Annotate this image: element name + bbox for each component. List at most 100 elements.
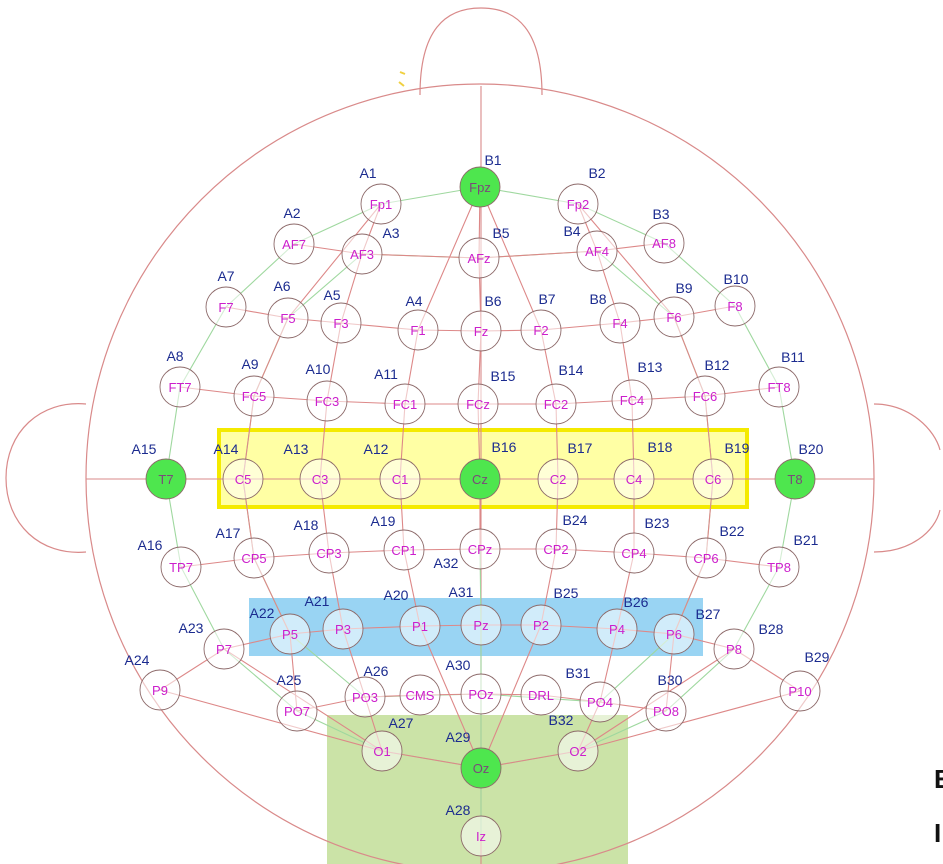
electrode-label: FT7 <box>168 380 191 395</box>
electrode-label: Pz <box>473 618 488 633</box>
electrode-label: C2 <box>550 472 567 487</box>
electrode-f6: F6 B9 <box>653 280 695 338</box>
electrode-label: T7 <box>158 472 173 487</box>
electrode-t8: T8 B20 <box>774 441 824 500</box>
channel-label: A5 <box>323 287 340 303</box>
channel-label: B7 <box>538 291 555 307</box>
electrode-fp1: Fp1 A1 <box>359 165 402 225</box>
electrode-circle <box>458 237 500 279</box>
channel-label: B25 <box>554 585 579 601</box>
electrode-label: PO7 <box>284 704 310 719</box>
electrode-p4: P4 B26 <box>596 594 649 650</box>
electrode-label: P10 <box>788 684 811 699</box>
channel-label: A13 <box>284 441 309 457</box>
electrode-circle <box>535 383 577 425</box>
electrode-cz: Cz B16 <box>459 439 517 500</box>
electrode-circle <box>774 458 816 500</box>
electrode-circle <box>222 458 264 500</box>
electrode-label: Fp1 <box>370 197 392 212</box>
channel-label: A18 <box>294 517 319 533</box>
electrode-circle <box>379 458 421 500</box>
electrode-circle <box>233 537 275 579</box>
electrode-circle <box>613 532 655 574</box>
channel-label: A11 <box>374 366 398 382</box>
channel-label: A28 <box>446 802 471 818</box>
electrode-af4: AF4 B4 <box>563 223 618 272</box>
electrode-p2: P2 B25 <box>520 585 579 646</box>
electrode-fc4: FC4 B13 <box>611 359 663 421</box>
electrode-label: FC5 <box>242 389 267 404</box>
electrode-po4: PO4 B31 <box>566 665 621 723</box>
electrode-circle <box>599 302 641 344</box>
electrode-circle <box>344 676 386 718</box>
right-ear-outline-lower <box>873 509 941 553</box>
electrode-label: T8 <box>787 472 802 487</box>
electrode-circle <box>758 546 800 588</box>
electrode-c2: C2 B17 <box>537 440 593 500</box>
electrode-label: AF3 <box>350 247 374 262</box>
electrode-label: FC4 <box>620 393 645 408</box>
electrode-af3: AF3 A3 <box>341 225 400 275</box>
electrode-circle <box>459 528 501 570</box>
channel-label: A14 <box>214 441 239 457</box>
electrode-label: Fz <box>474 324 488 339</box>
channel-label: A25 <box>277 672 302 688</box>
electrode-circle <box>160 546 202 588</box>
electrode-label: DRL <box>528 688 554 703</box>
electrode-label: F1 <box>410 323 425 338</box>
electrode-circle <box>306 380 348 422</box>
channel-label: B6 <box>484 293 501 309</box>
electrode-circle <box>341 233 383 275</box>
electrode-label: P6 <box>666 627 682 642</box>
electrode-circle <box>269 613 311 655</box>
electrode-circle <box>460 604 502 646</box>
electrode-label: FCz <box>466 397 490 412</box>
channel-label: B17 <box>568 440 593 456</box>
electrode-circle <box>758 366 800 408</box>
electrode-label: Oz <box>473 761 490 776</box>
electrode-p7: P7 A23 <box>179 620 245 670</box>
electrode-p3: P3 A21 <box>305 593 364 650</box>
channel-label: B24 <box>563 512 588 528</box>
channel-label: B1 <box>484 152 501 168</box>
electrode-label: F5 <box>280 311 295 326</box>
electrode-circle <box>322 608 364 650</box>
channel-label: B4 <box>563 223 580 239</box>
electrode-circle <box>145 458 187 500</box>
electrode-cp2: CP2 B24 <box>535 512 588 570</box>
channel-label: A15 <box>132 441 157 457</box>
channel-label: A20 <box>384 587 409 603</box>
channel-label: A29 <box>446 729 471 745</box>
electrode-circle <box>520 604 562 646</box>
electrode-f8: F8 B10 <box>714 271 756 327</box>
electrode-label: AF4 <box>585 244 609 259</box>
electrode-label: O2 <box>569 744 586 759</box>
electrode-c4: C4 B18 <box>613 439 673 500</box>
channel-label: A9 <box>241 356 258 372</box>
channel-label: B23 <box>645 515 670 531</box>
electrode-circle <box>537 458 579 500</box>
channel-label: B10 <box>724 271 749 287</box>
channel-label: B2 <box>588 165 605 181</box>
electrode-fpz: Fpz B1 <box>459 152 502 208</box>
electrode-p5: P5 A22 <box>250 605 311 655</box>
electrode-circle <box>684 375 726 417</box>
electrode-label: P3 <box>335 622 351 637</box>
channel-label: B26 <box>624 594 649 610</box>
electrode-circle <box>611 379 653 421</box>
channel-label: B12 <box>705 357 730 373</box>
electrode-label: PO4 <box>587 695 613 710</box>
electrode-circle <box>320 302 362 344</box>
electrode-label: FC3 <box>315 394 340 409</box>
channel-label: B28 <box>759 621 784 637</box>
electrode-circle <box>139 669 181 711</box>
electrode-circle <box>399 674 441 716</box>
electrode-label: P4 <box>609 622 625 637</box>
electrode-cp3: CP3 A18 <box>294 517 350 574</box>
electrode-circle <box>460 310 502 352</box>
electrode-ft8: FT8 B11 <box>758 349 805 408</box>
electrode-f1: F1 A4 <box>397 293 439 351</box>
electrode-label: CP6 <box>693 551 718 566</box>
